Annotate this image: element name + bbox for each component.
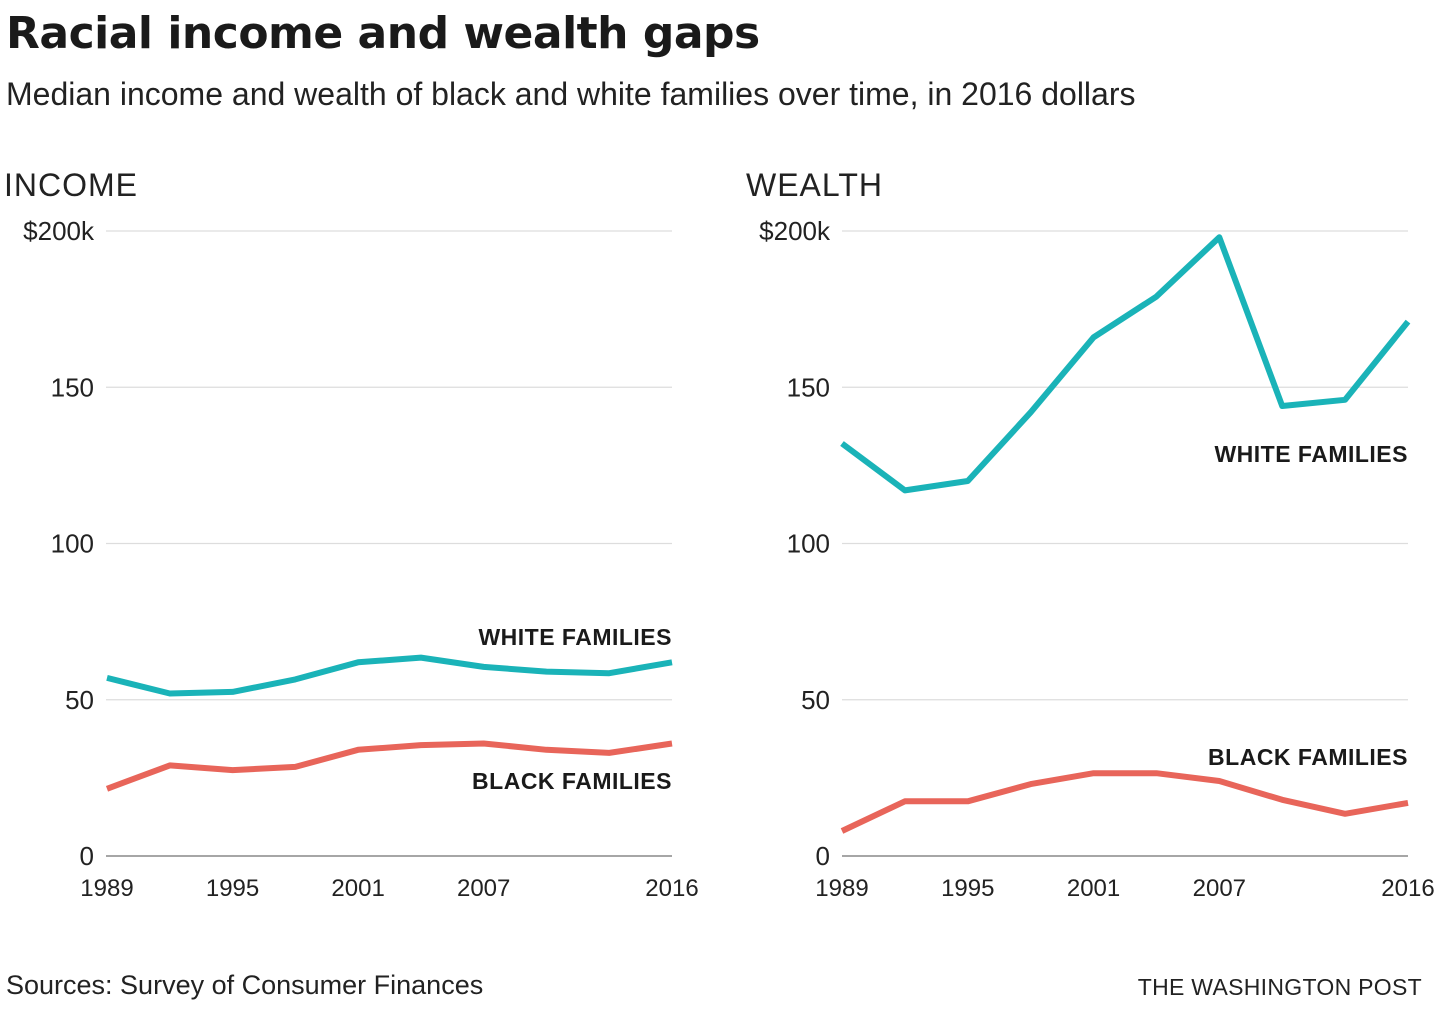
wealth-y-tick-label: 0 [816, 841, 830, 871]
wealth-x-tick-label: 1989 [815, 875, 868, 902]
income-white-families-line [106, 654, 673, 697]
wealth-x-tick-label: 2016 [1381, 875, 1434, 902]
wealth-white-families-line [840, 234, 1411, 494]
income-y-tick-label: 0 [80, 841, 94, 871]
wealth-x-tick-label: 2007 [1193, 875, 1246, 902]
wealth-panel-title: WEALTH [746, 167, 883, 203]
wealth-y-tick-label: 50 [801, 685, 830, 715]
income-x-tick-label: 2001 [331, 875, 384, 902]
wealth-x-tick-label: 2001 [1067, 875, 1120, 902]
income-x-tick-label: 2007 [457, 875, 510, 902]
income-white-families-label: WHITE FAMILIES [478, 624, 672, 650]
income-panel: INCOME $200k 150 100 50 0 1989 1995 2001 2007 20… [4, 167, 699, 902]
income-panel-title: INCOME [4, 167, 138, 203]
publisher-credit: THE WASHINGTON POST [1137, 974, 1422, 1000]
income-black-families-line [105, 740, 673, 792]
income-gridlines [106, 230, 672, 857]
source-note: Sources: Survey of Consumer Finances [6, 970, 484, 1000]
wealth-y-tick-label: 100 [787, 529, 830, 559]
wealth-gridlines [842, 230, 1408, 857]
income-x-tick-label: 1995 [206, 875, 259, 902]
income-series [105, 654, 673, 792]
income-y-tick-label: $200k [23, 216, 95, 246]
wealth-panel: WEALTH $200k 150 100 50 0 1989 1995 2001 2007 20… [746, 167, 1435, 902]
income-black-families-label: BLACK FAMILIES [472, 768, 672, 794]
income-y-tick-label: 100 [51, 529, 94, 559]
wealth-x-tick-label: 1995 [941, 875, 994, 902]
chart-title: Racial income and wealth gaps [6, 8, 760, 59]
wealth-x-axis: 1989 1995 2001 2007 2016 [815, 875, 1434, 902]
income-y-axis: $200k 150 100 50 0 [23, 216, 95, 871]
wealth-y-tick-label: $200k [759, 216, 831, 246]
chart-subtitle: Median income and wealth of black and wh… [6, 76, 1136, 112]
income-x-tick-label: 2016 [645, 875, 698, 902]
income-x-axis: 1989 1995 2001 2007 2016 [80, 875, 698, 902]
wealth-y-axis: $200k 150 100 50 0 [759, 216, 831, 871]
wealth-black-families-line [840, 770, 1409, 834]
income-y-tick-label: 50 [65, 685, 94, 715]
wealth-black-families-label: BLACK FAMILIES [1208, 744, 1408, 770]
income-y-tick-label: 150 [51, 372, 94, 402]
wealth-white-families-label: WHITE FAMILIES [1214, 441, 1408, 467]
wealth-y-tick-label: 150 [787, 372, 830, 402]
income-x-tick-label: 1989 [80, 875, 133, 902]
wealth-series [840, 234, 1411, 834]
